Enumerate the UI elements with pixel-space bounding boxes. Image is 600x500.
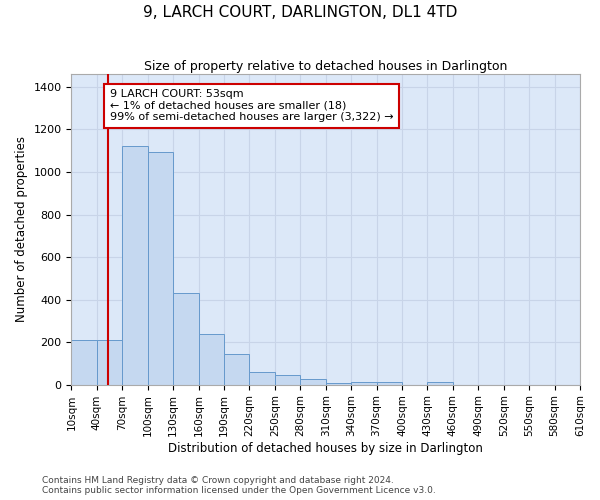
Bar	[97, 340, 122, 384]
Bar	[148, 152, 173, 384]
Bar	[173, 294, 199, 384]
Y-axis label: Number of detached properties: Number of detached properties	[15, 136, 28, 322]
Bar	[199, 334, 224, 384]
Bar	[300, 380, 326, 384]
Bar	[275, 375, 300, 384]
Title: Size of property relative to detached houses in Darlington: Size of property relative to detached ho…	[144, 60, 508, 73]
Bar	[250, 372, 275, 384]
Text: 9, LARCH COURT, DARLINGTON, DL1 4TD: 9, LARCH COURT, DARLINGTON, DL1 4TD	[143, 5, 457, 20]
X-axis label: Distribution of detached houses by size in Darlington: Distribution of detached houses by size …	[168, 442, 483, 455]
Bar	[427, 382, 453, 384]
Bar	[122, 146, 148, 384]
Bar	[71, 340, 97, 384]
Bar	[224, 354, 250, 384]
Bar	[351, 382, 377, 384]
Text: 9 LARCH COURT: 53sqm
← 1% of detached houses are smaller (18)
99% of semi-detach: 9 LARCH COURT: 53sqm ← 1% of detached ho…	[110, 89, 393, 122]
Bar	[377, 382, 402, 384]
Bar	[326, 382, 351, 384]
Text: Contains HM Land Registry data © Crown copyright and database right 2024.
Contai: Contains HM Land Registry data © Crown c…	[42, 476, 436, 495]
